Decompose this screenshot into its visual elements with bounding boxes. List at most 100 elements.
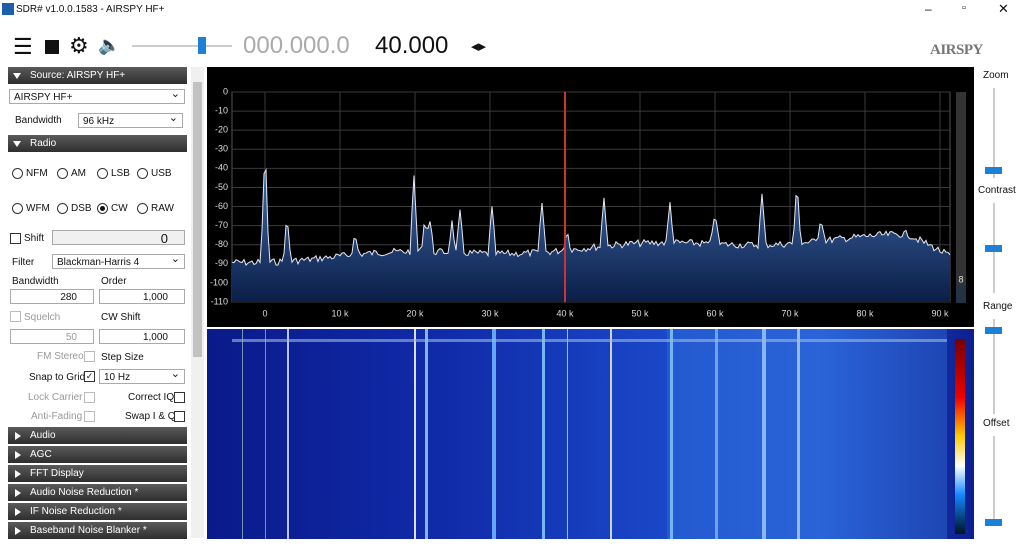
- scrollbar-thumb[interactable]: [193, 82, 202, 357]
- checkbox[interactable]: [84, 392, 95, 403]
- label: Anti-Fading: [31, 411, 83, 422]
- label: Lock Carrier: [28, 392, 83, 403]
- bandwidth-input[interactable]: 280: [10, 289, 94, 304]
- frequency-dim[interactable]: 000.000.0: [243, 32, 350, 59]
- label: Order: [101, 276, 127, 287]
- checkbox[interactable]: [84, 351, 95, 362]
- x-tick-label: 0: [262, 308, 267, 318]
- checkbox[interactable]: [174, 411, 185, 422]
- waterfall-signal: [797, 329, 800, 539]
- level-bar: [956, 92, 966, 303]
- volume-thumb[interactable]: [198, 37, 206, 54]
- panel-header[interactable]: Audio: [8, 427, 187, 444]
- y-tick-label: -70: [215, 220, 228, 230]
- waterfall-signal: [414, 329, 416, 539]
- y-tick-label: -80: [215, 239, 228, 249]
- squelch-input[interactable]: 50: [10, 329, 94, 344]
- level-fill: [956, 285, 966, 303]
- panel-header[interactable]: Audio Noise Reduction *: [8, 484, 187, 501]
- panel-header[interactable]: Radio: [8, 135, 187, 152]
- maximize[interactable]: ▫: [962, 2, 966, 14]
- shift-input[interactable]: 0: [52, 230, 185, 246]
- radio-label: LSB: [111, 168, 130, 179]
- radio-button[interactable]: [12, 203, 23, 214]
- x-tick-label: 70 k: [781, 308, 799, 318]
- label: Swap I & Q: [125, 411, 176, 422]
- panel-header[interactable]: Baseband Noise Blanker *: [8, 522, 187, 539]
- slider-label: Offset: [983, 418, 1010, 429]
- radio-button[interactable]: [57, 168, 68, 179]
- minimize[interactable]: –: [925, 2, 932, 16]
- panel-header[interactable]: Source: AIRSPY HF+: [8, 67, 187, 84]
- order-input[interactable]: 1,000: [99, 289, 185, 304]
- slider-label: Zoom: [983, 70, 1009, 81]
- y-tick-label: -100: [210, 277, 228, 287]
- y-tick-label: -50: [215, 182, 228, 192]
- checkbox[interactable]: [10, 311, 21, 322]
- panel-header[interactable]: AGC: [8, 446, 187, 463]
- waterfall-signal: [542, 329, 545, 539]
- label: Correct IQ: [128, 392, 175, 403]
- menu-button[interactable]: ☰: [13, 34, 33, 59]
- label: Filter: [12, 257, 35, 268]
- checkbox[interactable]: [10, 233, 21, 244]
- radio-button[interactable]: [137, 168, 148, 179]
- waterfall-band: [667, 329, 947, 539]
- radio-button[interactable]: [12, 168, 23, 179]
- y-tick-label: -90: [215, 258, 228, 268]
- level-label: 8: [958, 274, 963, 284]
- slider-thumb[interactable]: [985, 167, 1002, 174]
- waterfall-signal: [762, 329, 766, 539]
- checkbox-checked[interactable]: ✓: [84, 371, 95, 382]
- panel-header[interactable]: FFT Display: [8, 465, 187, 482]
- slider-track[interactable]: [993, 319, 995, 414]
- slider-thumb[interactable]: [985, 519, 1002, 526]
- radio-label: RAW: [151, 203, 174, 214]
- volume-slider[interactable]: [132, 45, 232, 47]
- radio-label: CW: [111, 203, 128, 214]
- label: Bandwidth: [15, 115, 62, 126]
- radio-button[interactable]: [97, 168, 108, 179]
- tune-arrows[interactable]: ◂▸: [471, 38, 487, 55]
- x-tick-label: 20 k: [406, 308, 424, 318]
- settings-button[interactable]: ⚙: [69, 33, 89, 58]
- radio-label: USB: [151, 168, 172, 179]
- y-tick-label: -60: [215, 201, 228, 211]
- y-tick-label: -20: [215, 125, 228, 135]
- checkbox[interactable]: [84, 411, 95, 422]
- slider-track[interactable]: [993, 88, 995, 178]
- bandwidth-select[interactable]: 96 kHz: [78, 111, 183, 128]
- close[interactable]: ✕: [998, 1, 1009, 16]
- device-select[interactable]: AIRSPY HF+: [9, 87, 185, 104]
- radio-button[interactable]: [137, 203, 148, 214]
- x-tick-label: 30 k: [481, 308, 499, 318]
- x-tick-label: 60 k: [706, 308, 724, 318]
- y-tick-label: 0: [223, 86, 228, 96]
- label: Snap to Grid: [29, 372, 86, 383]
- filter-select[interactable]: Blackman-Harris 4: [52, 252, 185, 269]
- slider-thumb[interactable]: [985, 245, 1002, 252]
- panel-header[interactable]: IF Noise Reduction *: [8, 503, 187, 520]
- waterfall-signal: [265, 329, 266, 539]
- radio-button[interactable]: [57, 203, 68, 214]
- radio-label: WFM: [26, 203, 50, 214]
- logo: AIRSPY: [930, 42, 983, 58]
- step-size-select[interactable]: 10 Hz: [99, 367, 185, 384]
- waterfall-signal: [715, 329, 718, 539]
- slider-thumb[interactable]: [985, 327, 1002, 334]
- radio-button[interactable]: [97, 203, 108, 214]
- y-tick-label: -40: [215, 163, 228, 173]
- label: Bandwidth: [12, 276, 59, 287]
- checkbox[interactable]: [174, 392, 185, 403]
- label: Shift: [24, 233, 45, 244]
- spectrum-display: 8 0 -10 -20 -30 -40 -50 -60 -70 -80 -90 -100 -110 0 1…: [207, 67, 974, 539]
- stop-button[interactable]: [45, 40, 59, 54]
- y-tick-label: -30: [215, 144, 228, 154]
- audio-button[interactable]: 🔈: [98, 35, 121, 55]
- frequency[interactable]: 40.000: [375, 32, 449, 59]
- cw-shift-input[interactable]: 1,000: [99, 329, 185, 344]
- spectrum-trace: [231, 168, 951, 267]
- slider-track[interactable]: [993, 436, 995, 526]
- waterfall-row: [232, 339, 947, 342]
